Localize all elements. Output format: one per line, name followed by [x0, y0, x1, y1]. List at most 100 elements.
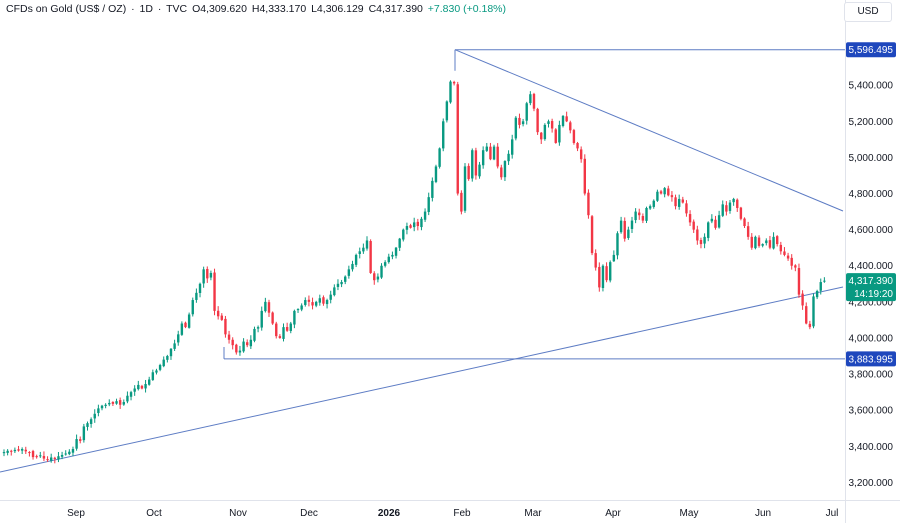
candle-body — [256, 327, 260, 329]
candle — [354, 253, 358, 268]
candle-body — [420, 218, 423, 228]
candle — [144, 379, 147, 393]
candle-body — [768, 240, 772, 248]
candle — [485, 142, 488, 152]
candle — [765, 238, 768, 246]
price-tick-label: 4,600.000 — [849, 225, 894, 236]
candle-body — [169, 348, 173, 357]
candle-body — [311, 302, 314, 306]
candle-body — [503, 161, 507, 178]
candle — [786, 252, 790, 261]
candle — [206, 266, 209, 283]
price-tick-label: 4,200.000 — [849, 297, 894, 308]
candle — [579, 146, 583, 163]
price-tick-label: 3,200.000 — [849, 478, 894, 489]
candle-body — [75, 439, 78, 449]
price-tags: 5,596.495 3,883.995 4,317.390 14:19:20 — [846, 42, 896, 367]
symbol-name[interactable]: CFDs on Gold (US$ / OZ) — [6, 3, 127, 15]
candle — [336, 279, 340, 291]
candle-body — [195, 292, 198, 300]
candle — [246, 339, 249, 348]
candle — [641, 213, 645, 224]
candle-body — [151, 372, 155, 380]
candle-body — [605, 266, 608, 281]
candle-body — [641, 216, 645, 221]
candle-body — [97, 408, 100, 414]
candle-body — [423, 211, 427, 220]
price-axis[interactable]: 5,400.000 5,200.000 5,000.000 4,800.000 4,60… — [849, 81, 894, 489]
candle-body — [115, 401, 118, 404]
candle — [93, 409, 96, 423]
candle — [736, 198, 739, 212]
candle-body — [209, 272, 213, 278]
candle-body — [757, 237, 761, 246]
candle — [304, 297, 307, 307]
last-price-box — [846, 273, 896, 302]
candle-body — [394, 247, 398, 256]
candle — [256, 325, 260, 333]
candle-body — [427, 197, 430, 213]
price-tick-label: 4,000.000 — [849, 333, 894, 344]
candle — [768, 235, 772, 250]
candle — [514, 116, 518, 141]
candle — [373, 271, 376, 285]
candle — [717, 210, 721, 229]
currency-button[interactable]: USD — [844, 2, 892, 22]
candle — [151, 369, 155, 381]
candle-body — [275, 323, 278, 337]
candle — [420, 216, 423, 231]
candle — [187, 312, 191, 329]
candle — [235, 343, 238, 355]
candle-body — [177, 334, 180, 343]
candle — [775, 235, 779, 247]
candle — [536, 107, 539, 135]
time-axis[interactable]: Sep Oct Nov Dec 2026 Feb Mar Apr May Jun Jul — [67, 508, 838, 519]
candle — [529, 91, 532, 106]
candle-body — [471, 150, 474, 179]
candle-body — [10, 450, 13, 452]
candle — [598, 262, 601, 292]
candle — [725, 201, 728, 216]
candle — [68, 449, 71, 456]
time-tick-label: Jul — [826, 508, 839, 519]
candle-body — [500, 167, 503, 178]
candle — [137, 380, 140, 391]
candle — [242, 338, 245, 353]
candle — [129, 390, 133, 401]
candle-body — [231, 339, 234, 346]
candle — [282, 323, 285, 342]
price-tick-label: 3,400.000 — [849, 442, 894, 453]
candle-body — [594, 253, 597, 268]
candle — [383, 260, 387, 268]
candle — [797, 263, 801, 298]
candle-body — [416, 221, 420, 227]
candle-body — [35, 456, 38, 458]
candle-body — [739, 207, 743, 219]
candle — [583, 154, 586, 196]
trend-lines — [0, 49, 844, 473]
candle-body — [790, 257, 793, 266]
candle-body — [736, 199, 739, 208]
candle — [133, 385, 136, 396]
candle — [427, 192, 430, 216]
candle — [180, 321, 184, 336]
candle — [380, 263, 383, 279]
price-axis-border — [845, 0, 846, 523]
candle — [543, 123, 547, 141]
resistance-level-tag-label: 5,596.495 — [849, 45, 894, 56]
candle — [264, 297, 267, 313]
candle — [659, 189, 663, 195]
candle — [362, 243, 365, 254]
candle-body — [162, 359, 165, 367]
candle — [463, 163, 467, 213]
candle-body — [249, 339, 253, 347]
candle — [565, 111, 568, 123]
candle-body — [93, 413, 96, 419]
candle — [442, 118, 445, 152]
candle — [688, 210, 692, 226]
time-tick-label: 2026 — [378, 508, 401, 519]
candle — [314, 300, 318, 308]
interval-label[interactable]: 1D — [139, 3, 153, 15]
price-tick-label: 5,000.000 — [849, 153, 894, 164]
